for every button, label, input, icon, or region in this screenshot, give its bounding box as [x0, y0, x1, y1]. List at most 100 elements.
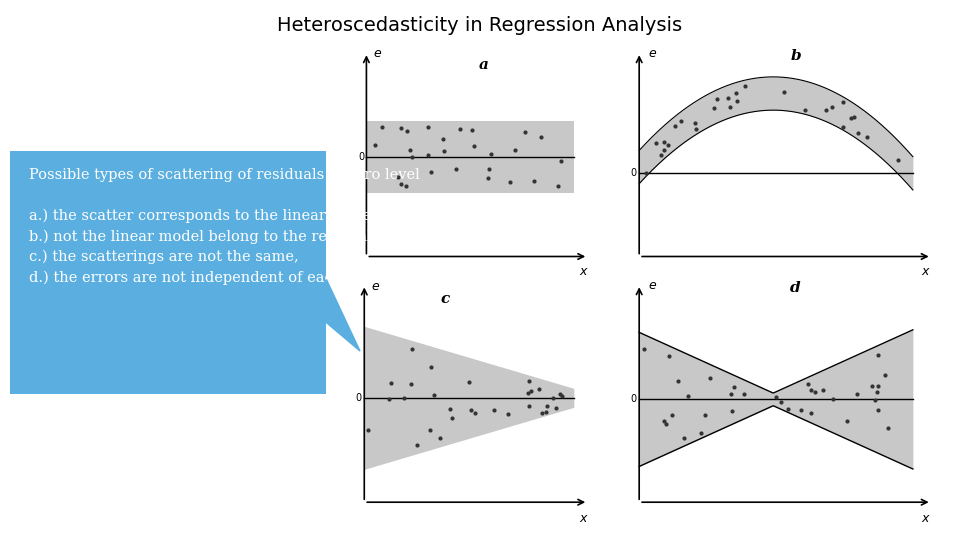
Point — [394, 124, 409, 132]
Point — [374, 123, 390, 131]
Point — [435, 135, 450, 144]
Point — [726, 382, 741, 391]
Point — [730, 97, 745, 106]
Point — [554, 156, 569, 165]
Point — [403, 380, 419, 389]
Point — [405, 153, 420, 161]
Point — [709, 95, 725, 104]
Point — [657, 416, 672, 425]
Point — [396, 393, 412, 402]
Point — [870, 350, 885, 359]
Point — [816, 385, 831, 394]
Point — [737, 82, 753, 90]
Point — [870, 388, 885, 396]
Text: e: e — [648, 48, 656, 60]
Point — [774, 397, 789, 406]
Point — [636, 345, 652, 354]
Text: d: d — [790, 281, 801, 295]
Point — [891, 156, 906, 164]
Text: 0: 0 — [358, 152, 364, 161]
Point — [721, 93, 736, 102]
Point — [443, 404, 458, 413]
Point — [539, 402, 554, 410]
Point — [722, 103, 737, 111]
Point — [517, 127, 533, 136]
Point — [381, 395, 396, 403]
Point — [422, 168, 438, 177]
Point — [422, 426, 438, 435]
Point — [880, 423, 896, 432]
Point — [657, 138, 672, 146]
Point — [360, 426, 375, 435]
Point — [729, 89, 744, 97]
Point — [486, 406, 501, 415]
Point — [723, 389, 738, 398]
Point — [507, 146, 522, 154]
Text: x: x — [922, 512, 929, 525]
Point — [801, 380, 816, 388]
Text: 0: 0 — [356, 393, 362, 403]
Point — [444, 414, 460, 423]
Point — [794, 406, 809, 415]
Text: x: x — [922, 265, 929, 278]
Point — [871, 405, 886, 414]
Point — [859, 132, 875, 141]
Point — [502, 178, 517, 187]
Point — [420, 151, 436, 160]
Point — [638, 168, 654, 177]
Point — [426, 390, 442, 399]
Point — [843, 114, 858, 123]
Point — [688, 125, 704, 133]
Text: x: x — [580, 512, 588, 525]
Point — [383, 379, 398, 387]
Point — [481, 173, 496, 182]
Point — [667, 122, 683, 131]
Point — [554, 392, 569, 400]
Point — [659, 420, 674, 428]
Point — [532, 384, 547, 393]
Point — [804, 409, 819, 418]
Point — [521, 402, 537, 410]
Point — [839, 416, 854, 425]
Point — [803, 386, 818, 395]
Point — [656, 145, 671, 154]
Point — [735, 390, 751, 399]
Point — [847, 112, 862, 121]
Text: 0: 0 — [630, 168, 636, 178]
Text: c: c — [441, 292, 450, 306]
Point — [481, 165, 496, 173]
Point — [835, 98, 851, 106]
Point — [500, 409, 516, 418]
Point — [394, 180, 409, 189]
Point — [687, 119, 703, 128]
Text: b: b — [790, 49, 801, 63]
Point — [698, 410, 713, 419]
Point — [539, 408, 554, 416]
Point — [391, 172, 406, 181]
Point — [534, 133, 549, 141]
Point — [448, 164, 464, 173]
Point — [420, 123, 436, 131]
Point — [398, 182, 414, 191]
Point — [870, 381, 885, 390]
Point — [670, 376, 685, 385]
Point — [527, 177, 542, 185]
Point — [399, 126, 415, 135]
Text: Possible types of scattering of residuals at zero level

a.) the scatter corresp: Possible types of scattering of residual… — [29, 168, 420, 285]
Point — [702, 374, 717, 382]
Point — [550, 181, 565, 190]
Point — [534, 409, 549, 417]
Text: a: a — [479, 58, 489, 72]
Point — [707, 104, 722, 113]
Point — [825, 395, 840, 403]
Point — [463, 406, 478, 415]
Point — [673, 117, 688, 125]
Point — [660, 352, 676, 361]
Point — [825, 103, 840, 112]
Point — [654, 150, 669, 159]
Point — [807, 388, 823, 397]
Point — [409, 441, 424, 450]
Point — [520, 389, 536, 397]
Point — [680, 391, 695, 400]
Point — [404, 345, 420, 353]
